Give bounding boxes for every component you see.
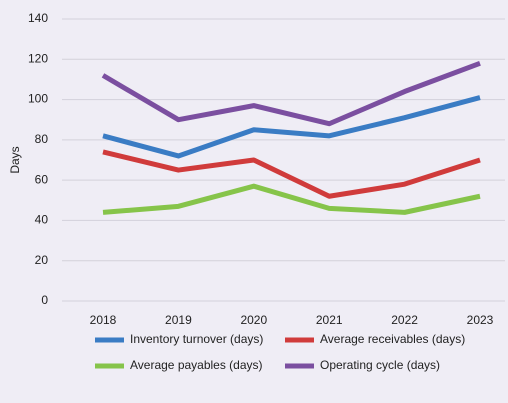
y-tick-label: 100 — [28, 92, 48, 106]
series-line — [102, 183, 481, 215]
x-tick-label: 2021 — [316, 313, 343, 327]
y-tick-label: 0 — [41, 293, 48, 307]
x-tick-label: 2020 — [240, 313, 267, 327]
legend-label: Operating cycle (days) — [320, 358, 440, 372]
legend-label: Average receivables (days) — [320, 332, 465, 346]
y-tick-label: 80 — [35, 132, 49, 146]
y-tick-label: 60 — [35, 172, 49, 186]
y-tick-label: 20 — [35, 253, 49, 267]
x-tick-label: 2023 — [467, 313, 494, 327]
x-tick-label: 2019 — [165, 313, 192, 327]
x-tick-label: 2022 — [391, 313, 418, 327]
x-tick-label: 2018 — [90, 313, 117, 327]
y-tick-label: 140 — [28, 11, 48, 25]
series-line — [102, 149, 481, 199]
y-tick-label: 40 — [35, 213, 49, 227]
y-tick-label: 120 — [28, 51, 48, 65]
series-line — [101, 60, 481, 127]
legend-label: Inventory turnover (days) — [130, 332, 263, 346]
y-axis-label: Days — [8, 146, 22, 173]
series-line — [102, 95, 481, 159]
legend-label: Average payables (days) — [130, 358, 263, 372]
